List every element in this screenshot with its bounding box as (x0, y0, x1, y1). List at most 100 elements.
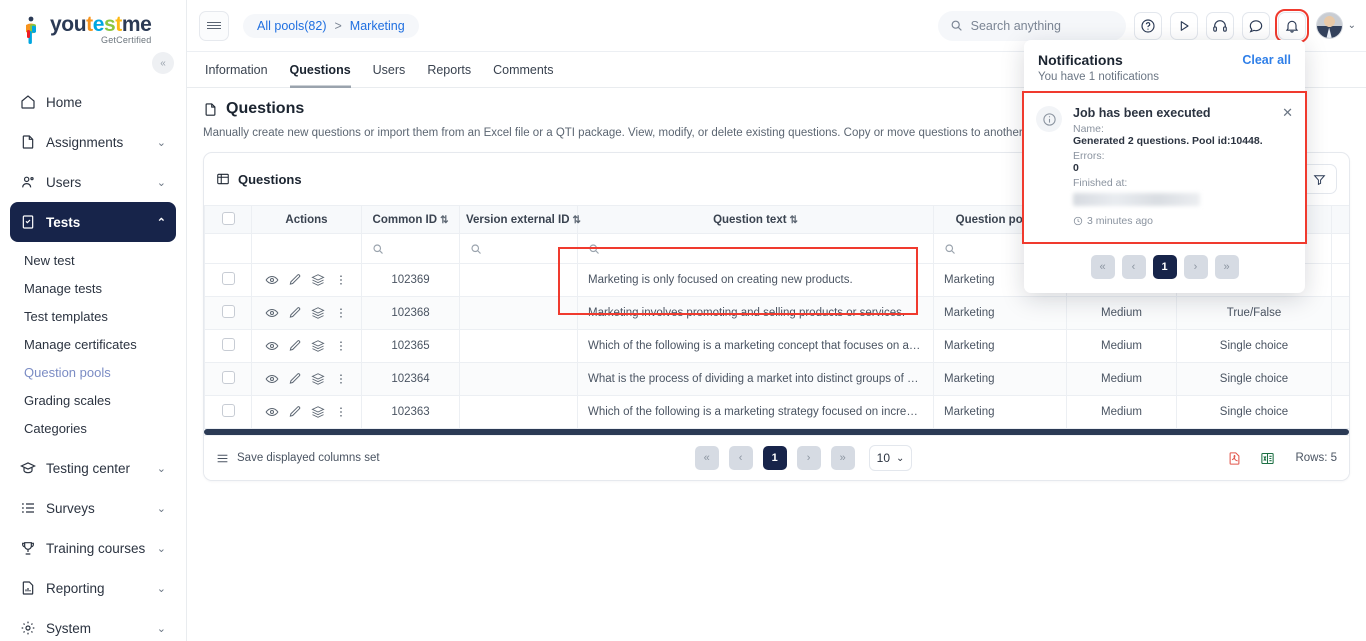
column-question-text[interactable]: Question text ⇅ (577, 205, 934, 234)
pagination-last-button[interactable]: » (830, 446, 855, 470)
avatar[interactable] (1315, 12, 1343, 39)
more-options-icon[interactable] (334, 405, 348, 419)
row-checkbox[interactable] (221, 371, 235, 384)
duplicate-icon[interactable] (311, 372, 325, 386)
filter-question-text[interactable] (577, 233, 934, 264)
more-options-icon[interactable] (334, 273, 348, 287)
sidebar-item-users[interactable]: Users ⌄ (10, 162, 176, 202)
sidebar-item-reporting[interactable]: Reporting ⌄ (10, 568, 176, 608)
column-frequency[interactable]: Frequency f (1331, 205, 1349, 234)
export-pdf-icon[interactable] (1227, 451, 1242, 466)
pagination-page-1-button[interactable]: 1 (762, 446, 787, 470)
search-input[interactable] (970, 18, 1111, 33)
row-checkbox[interactable] (221, 338, 235, 351)
sidebar-collapse-button[interactable]: « (152, 52, 174, 74)
sidebar-subitem-grading-scales[interactable]: Grading scales (24, 392, 111, 408)
edit-icon[interactable] (288, 306, 302, 320)
menu-toggle-button[interactable] (199, 10, 229, 41)
notification-item[interactable]: Job has been executed Name: Generated 2 … (1022, 91, 1307, 244)
more-options-icon[interactable] (334, 339, 348, 353)
table-row[interactable]: 102368 Marketing involves promoting and … (204, 296, 1349, 330)
play-icon[interactable] (1169, 11, 1198, 40)
select-all-checkbox[interactable] (221, 211, 235, 225)
chat-icon[interactable] (1241, 11, 1270, 40)
chevron-down-icon[interactable]: ⌄ (1347, 20, 1356, 31)
duplicate-icon[interactable] (311, 273, 325, 287)
row-checkbox[interactable] (221, 305, 235, 318)
preview-icon[interactable] (265, 273, 279, 287)
sidebar-item-testing-center[interactable]: Testing center ⌄ (10, 448, 176, 488)
sidebar-subitem-question-pools[interactable]: Question pools (24, 364, 111, 380)
sidebar-subitem-manage-tests[interactable]: Manage tests (24, 280, 103, 296)
column-common-id[interactable]: Common ID ⇅ (361, 205, 460, 234)
breadcrumb-current[interactable]: Marketing (349, 18, 405, 33)
pagination-prev-button[interactable]: ‹ (728, 446, 753, 470)
sidebar-item-surveys[interactable]: Surveys ⌄ (10, 488, 176, 528)
sidebar-item-system[interactable]: System ⌄ (10, 608, 176, 641)
notification-errors-label: Errors: (1073, 150, 1105, 162)
export-excel-icon[interactable] (1260, 451, 1275, 466)
breadcrumb-all-pools[interactable]: All pools(82) (257, 18, 327, 33)
notif-pagination-next-button[interactable]: › (1183, 255, 1208, 279)
column-version-external-id[interactable]: Version external ID ⇅ (459, 205, 581, 234)
sidebar-subitem-manage-certificates[interactable]: Manage certificates (24, 336, 137, 352)
tab-information[interactable]: Information (205, 62, 268, 77)
bell-icon[interactable] (1274, 8, 1309, 43)
tab-questions[interactable]: Questions (290, 52, 351, 88)
more-options-icon[interactable] (334, 306, 348, 320)
table-row[interactable]: 102364 What is the process of dividing a… (204, 362, 1349, 396)
row-checkbox[interactable] (221, 404, 235, 417)
more-options-icon[interactable] (334, 372, 348, 386)
notif-pagination-first-button[interactable]: « (1090, 255, 1115, 279)
filter-common-id[interactable] (361, 233, 460, 264)
info-icon (1036, 106, 1062, 132)
sidebar-item-assignments[interactable]: Assignments ⌄ (10, 122, 176, 162)
edit-icon[interactable] (288, 372, 302, 386)
help-icon[interactable] (1133, 11, 1162, 40)
horizontal-scrollbar[interactable] (204, 429, 1349, 435)
preview-icon[interactable] (265, 339, 279, 353)
sort-icon[interactable]: ⇅ (789, 214, 798, 226)
close-icon[interactable]: ✕ (1282, 105, 1293, 120)
clear-all-button[interactable]: Clear all (1242, 53, 1291, 67)
tab-users[interactable]: Users (372, 62, 406, 77)
sidebar-item-home[interactable]: Home (10, 82, 176, 122)
cell-question-pool: Marketing (933, 296, 1067, 330)
notifications-title: Notifications (1038, 52, 1123, 68)
row-checkbox[interactable] (221, 272, 235, 285)
sidebar-subitem-new-test[interactable]: New test (24, 252, 75, 268)
search-box[interactable] (937, 10, 1126, 41)
duplicate-icon[interactable] (311, 339, 325, 353)
sort-icon[interactable]: ⇅ (572, 214, 581, 226)
tab-comments[interactable]: Comments (493, 62, 554, 77)
filter-frequency[interactable]: Select o (1331, 233, 1349, 264)
duplicate-icon[interactable] (311, 306, 325, 320)
edit-icon[interactable] (288, 339, 302, 353)
sidebar-subitem-test-templates[interactable]: Test templates (24, 308, 108, 324)
edit-icon[interactable] (288, 273, 302, 287)
pagination-next-button[interactable]: › (796, 446, 821, 470)
filter-cell-actions (251, 233, 362, 264)
duplicate-icon[interactable] (311, 405, 325, 419)
preview-icon[interactable] (265, 372, 279, 386)
sidebar-subitem-categories[interactable]: Categories (24, 420, 87, 436)
notif-pagination-page-1-button[interactable]: 1 (1152, 255, 1177, 279)
table-row[interactable]: 102363 Which of the following is a marke… (204, 395, 1349, 429)
page-size-select[interactable]: 10 ⌄ (868, 445, 913, 471)
headset-icon[interactable] (1205, 11, 1234, 40)
sidebar-item-tests[interactable]: Tests ⌃ (10, 202, 176, 242)
sidebar-item-training-courses[interactable]: Training courses ⌄ (10, 528, 176, 568)
notif-pagination-last-button[interactable]: » (1214, 255, 1239, 279)
sort-icon[interactable]: ⇅ (440, 214, 449, 226)
preview-icon[interactable] (265, 405, 279, 419)
brand-logo[interactable]: youtestme GetCertified (0, 0, 186, 50)
filter-version-external-id[interactable] (459, 233, 578, 264)
preview-icon[interactable] (265, 306, 279, 320)
notif-pagination-prev-button[interactable]: ‹ (1121, 255, 1146, 279)
table-row[interactable]: 102365 Which of the following is a marke… (204, 329, 1349, 363)
save-displayed-columns-set-button[interactable]: Save displayed columns set (216, 452, 380, 465)
cell-frequency: Norm (1331, 263, 1349, 297)
edit-icon[interactable] (288, 405, 302, 419)
tab-reports[interactable]: Reports (427, 62, 472, 77)
pagination-first-button[interactable]: « (694, 446, 719, 470)
